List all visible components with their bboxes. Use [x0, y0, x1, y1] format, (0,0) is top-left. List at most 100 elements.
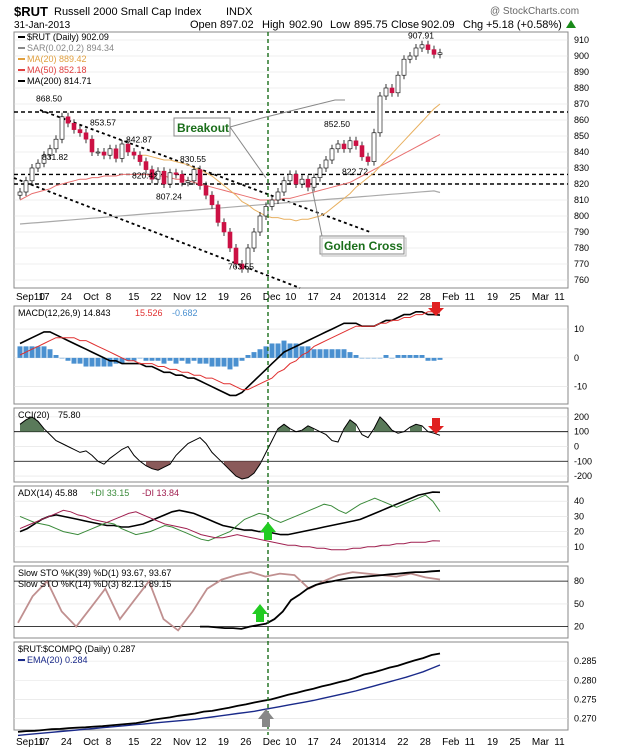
ratio-y-tick-label: 0.285: [574, 656, 597, 666]
macd-histogram-bar: [341, 349, 347, 358]
high-value: 902.90: [289, 19, 323, 31]
price-annotation-label: 831.82: [42, 152, 68, 162]
candle-body: [299, 178, 305, 185]
x-axis-label: 8: [106, 292, 112, 303]
candle-body: [155, 170, 161, 180]
candle-body: [215, 204, 221, 223]
macd-histogram-bar: [185, 357, 191, 364]
cci-oversold-fill: [230, 461, 236, 477]
macd-histogram-bar: [281, 340, 287, 358]
x-axis-label: Dec: [263, 737, 281, 748]
macd-histogram-bar: [17, 346, 23, 358]
candle-body: [383, 87, 389, 97]
candle-body: [23, 180, 29, 193]
price-y-tick-label: 860: [574, 115, 589, 125]
chg-value: +5.18 (+0.58%): [486, 19, 562, 31]
x-axis-label: Nov: [173, 737, 191, 748]
candle-body: [347, 140, 353, 150]
macd-histogram-bar: [431, 357, 437, 361]
price-y-tick-label: 770: [574, 259, 589, 269]
price-annotation-label: 907.91: [408, 30, 434, 40]
x-axis-label: 22: [151, 292, 163, 303]
x-axis-label: 24: [330, 737, 342, 748]
price-annotation-label: 822.72: [342, 167, 368, 177]
candle-body: [137, 154, 143, 162]
candle-body: [437, 52, 443, 55]
x-axis-label: 19: [487, 737, 499, 748]
macd-histogram-bar: [41, 346, 47, 358]
macd-histogram-bar: [437, 357, 443, 360]
low-label: Low: [330, 19, 350, 31]
upper-trendline: [39, 109, 371, 233]
x-axis-label: 11: [465, 292, 476, 303]
adx-y-tick-label: 20: [574, 527, 584, 537]
adx-y-tick-label: 30: [574, 511, 584, 521]
candle-body: [293, 174, 299, 185]
candle-body: [71, 122, 77, 130]
macd-histogram-bar: [419, 355, 425, 358]
ohlc-row: Open 897.02 High 902.90 Low 895.75 Close…: [190, 19, 562, 31]
watermark: @ StockCharts.com: [490, 6, 579, 17]
x-axis-label: Feb: [442, 292, 460, 303]
macd-histogram-bar: [137, 357, 143, 359]
macd-down-arrow-icon: [428, 302, 444, 316]
candle-body: [389, 87, 395, 94]
price-panel: [13, 31, 569, 289]
cci-down-arrow-icon: [428, 418, 444, 434]
candle-body: [77, 129, 83, 134]
candle-body: [233, 247, 239, 265]
candle-body: [221, 222, 227, 233]
price-y-tick-label: 910: [574, 35, 589, 45]
x-axis-label: 19: [218, 737, 230, 748]
x-axis-label: Feb: [442, 737, 460, 748]
candle-body: [83, 132, 89, 140]
price-y-tick-label: 780: [574, 243, 589, 253]
sto-y-tick-label: 80: [574, 576, 584, 586]
macd-histogram-bar: [311, 349, 317, 358]
price-annotation-label: 763.55: [228, 261, 254, 271]
adx-y-tick-label: 10: [574, 542, 584, 552]
macd-histogram-bar: [221, 357, 227, 367]
price-y-tick-label: 800: [574, 211, 589, 221]
candle-body: [149, 169, 155, 180]
macd-legend-main: MACD(12,26,9) 14.843: [18, 308, 111, 318]
candle-body: [107, 148, 113, 156]
x-axis-label: 12: [195, 292, 207, 303]
cci-y-tick-label: -200: [574, 471, 592, 481]
candle-body: [125, 143, 131, 153]
adx-legend: ADX(14) 45.88: [18, 488, 78, 498]
candle-body: [419, 44, 425, 49]
macd-histogram-bar: [197, 357, 203, 364]
ma50-line: [19, 133, 441, 201]
cci-y-tick-label: 100: [574, 427, 589, 437]
legend-entry: MA(200) 814.71: [27, 76, 92, 86]
ratio-up-arrow-icon: [258, 709, 274, 727]
x-axis-label: 22: [151, 737, 163, 748]
candle-body: [269, 199, 275, 207]
x-axis-label: 24: [61, 292, 73, 303]
ratio-y-tick-label: 0.275: [574, 694, 597, 704]
cci-oversold-fill: [164, 461, 170, 468]
x-axis-label: Mar: [532, 737, 550, 748]
macd-histogram-bar: [383, 355, 389, 358]
price-y-tick-label: 820: [574, 179, 589, 189]
candle-body: [89, 138, 95, 153]
x-axis-label: 17: [38, 737, 50, 748]
macd-histogram-bar: [83, 357, 89, 367]
macd-histogram-bar: [149, 357, 155, 361]
x-axis-label: 14: [375, 737, 387, 748]
ratio-series-line: [17, 664, 441, 737]
candle-body: [209, 194, 215, 206]
ma20-line: [140, 103, 441, 222]
candle-body: [173, 172, 179, 175]
macd-histogram-bar: [371, 357, 377, 359]
x-axis-label: 19: [487, 292, 499, 303]
macd-histogram-bar: [179, 357, 185, 361]
cci-oversold-fill: [242, 461, 248, 480]
sto-fast-line: [17, 571, 441, 632]
sto-slow-line: [200, 569, 441, 630]
macd-histogram-bar: [263, 346, 269, 358]
low-value: 895.75: [354, 19, 388, 31]
date-label: 31-Jan-2013: [14, 20, 71, 31]
